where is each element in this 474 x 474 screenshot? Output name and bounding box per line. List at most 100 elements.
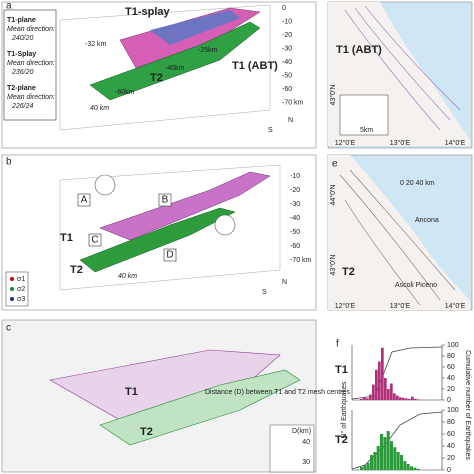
fault-label: T1 xyxy=(125,386,138,398)
panel-label: e xyxy=(332,159,338,170)
fault-label: T1 (ABT) xyxy=(232,60,278,72)
box-label: D xyxy=(166,250,173,261)
inset-title: D(km) xyxy=(292,428,311,435)
lon-label: 13°0'E xyxy=(390,139,411,147)
panel-label: c xyxy=(6,323,11,334)
y2-tick-label: 100 xyxy=(447,407,459,414)
lon-label: 14°0'E xyxy=(445,139,466,147)
histogram-bar xyxy=(411,396,414,400)
fault-label: T2 xyxy=(140,426,153,438)
compass-label: S xyxy=(262,289,267,296)
fault-label: T1 xyxy=(335,364,348,376)
histogram-bar xyxy=(369,394,372,400)
y2-tick-label: 20 xyxy=(447,455,455,462)
depth-tick: -40 xyxy=(282,59,292,66)
legend-name: T2-plane xyxy=(7,85,36,92)
fault-label: T2 xyxy=(150,72,163,84)
histogram-bar xyxy=(384,378,387,400)
histogram-bar xyxy=(378,361,381,400)
panel-label: f xyxy=(336,339,339,350)
histogram-bar xyxy=(380,434,383,470)
y2-tick-label: 80 xyxy=(447,419,455,426)
histogram-bar xyxy=(403,461,407,470)
histogram-bar xyxy=(399,397,402,400)
panel-a-art xyxy=(1,1,317,149)
box-label-frame xyxy=(158,193,172,207)
legend-value: 226/24 xyxy=(11,103,34,110)
depth-label: -40km xyxy=(165,65,185,72)
histogram-bar xyxy=(363,397,366,400)
histogram-bar xyxy=(417,399,420,400)
fault-label: T2 xyxy=(70,264,83,276)
histogram-bar xyxy=(390,383,393,400)
town-label: Ancona xyxy=(415,217,439,224)
depth-label: -60km xyxy=(115,89,135,96)
inset-tick: 40 xyxy=(302,439,310,446)
box-label-frame xyxy=(88,233,102,247)
y2-tick-label: 60 xyxy=(447,364,455,371)
compass-label: N xyxy=(282,279,287,286)
fault-label: T1-splay xyxy=(125,6,171,18)
depth-tick: -10 xyxy=(282,18,292,25)
panel-label: a xyxy=(6,1,12,12)
y2-tick-label: 80 xyxy=(447,353,455,360)
histogram-bar xyxy=(413,467,417,470)
histogram-bar xyxy=(363,465,367,470)
fault-label: T2 xyxy=(335,434,348,446)
panel-b-art xyxy=(1,154,317,311)
depth-tick: -60 xyxy=(282,86,292,93)
histogram-bar xyxy=(376,446,380,470)
y2-tick-label: 40 xyxy=(447,375,455,382)
town-label: Ascoli Piceno xyxy=(395,282,437,289)
histogram-bar xyxy=(396,395,399,400)
histogram-bar xyxy=(387,389,390,400)
histogram-bar xyxy=(370,455,373,470)
scale-label: 40 km xyxy=(118,273,137,280)
histogram-bar xyxy=(393,393,396,400)
legend-name: T1-Splay xyxy=(7,51,36,58)
depth-label: -25km xyxy=(198,47,218,54)
histogram-bar xyxy=(372,384,375,400)
histogram-bar xyxy=(375,369,378,400)
histogram-bar xyxy=(402,397,405,400)
histogram-bar xyxy=(396,452,400,470)
axis-label: N° of Earthquakes xyxy=(340,381,348,438)
depth-tick: -20 xyxy=(282,32,292,39)
legend-name: σ3 xyxy=(17,296,25,303)
depth-tick: -70 km xyxy=(282,99,304,106)
legend-value: 240/20 xyxy=(11,35,34,42)
lat-label: 43°0'N xyxy=(329,255,337,276)
histogram-bar xyxy=(390,441,393,470)
legend-caption: Mean direction: xyxy=(7,26,55,33)
histogram-bar xyxy=(405,398,408,400)
legend-name: σ1 xyxy=(17,276,25,283)
lon-label: 14°0'E xyxy=(445,302,466,310)
legend-caption: Mean direction: xyxy=(7,60,55,67)
depth-tick: 0 xyxy=(282,5,286,12)
compass-label: S xyxy=(268,127,273,134)
legend-name: σ2 xyxy=(17,286,25,293)
panel-e-art xyxy=(327,154,473,311)
legend-value: 236/20 xyxy=(11,69,34,76)
y2-tick-label: 20 xyxy=(447,386,455,393)
depth-tick: -50 xyxy=(290,229,300,236)
lon-label: 12°0'E xyxy=(335,139,356,147)
depth-tick: -50 xyxy=(282,72,292,79)
annotation: Distance (D) between T1 and T2 mesh cent… xyxy=(205,389,350,396)
histogram-bar xyxy=(414,398,417,400)
histogram-bar xyxy=(381,347,384,400)
lon-label: 12°0'E xyxy=(335,302,356,310)
y2-tick-label: 60 xyxy=(447,431,455,438)
fault-label: T1 (ABT) xyxy=(336,44,382,56)
scale-label: 40 km xyxy=(90,105,109,112)
lat-label: 44°0'N xyxy=(329,185,337,206)
y2-tick-label: 0 xyxy=(447,397,451,404)
depth-tick: -70 km xyxy=(290,257,312,264)
histogram-bar xyxy=(386,431,390,470)
histogram-bar xyxy=(373,452,377,470)
y2-tick-label: 0 xyxy=(447,467,451,474)
histogram-bar xyxy=(400,455,403,470)
box-label: A xyxy=(81,195,88,206)
fault-label: T1 xyxy=(60,232,73,244)
